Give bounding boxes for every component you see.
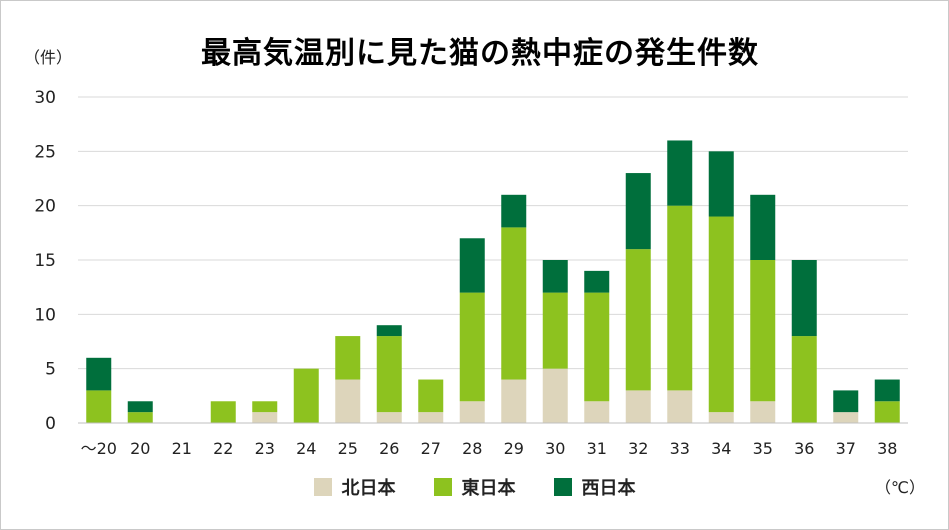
bar-east-4 (252, 401, 278, 413)
bar-east-12 (584, 292, 610, 402)
x-tick-label: 24 (296, 439, 316, 458)
bar-east-15 (708, 216, 734, 413)
y-tick-label: 10 (34, 305, 56, 325)
y-tick-label: 25 (34, 142, 56, 162)
x-tick-label: 20 (130, 439, 150, 458)
x-tick-label: ～20 (81, 439, 117, 458)
bar-north-10 (501, 379, 527, 423)
bar-west-12 (584, 270, 610, 293)
bar-east-19 (874, 401, 900, 423)
x-tick-label: 31 (587, 439, 607, 458)
bar-east-9 (459, 292, 485, 402)
x-axis-unit-label: （℃） (875, 478, 925, 497)
bar-north-9 (459, 401, 485, 423)
bar-west-10 (501, 194, 527, 228)
bar-east-7 (376, 336, 402, 413)
bar-east-10 (501, 227, 527, 380)
x-tick-label: 35 (753, 439, 773, 458)
bar-east-0 (86, 390, 112, 423)
x-tick-label: 33 (670, 439, 690, 458)
legend-swatch-west (553, 478, 572, 496)
x-tick-label: 34 (711, 439, 731, 458)
x-tick-label: 32 (628, 439, 648, 458)
bar-east-17 (791, 336, 817, 423)
bar-east-5 (293, 368, 319, 423)
y-tick-label: 0 (45, 414, 56, 434)
y-tick-label: 20 (34, 197, 56, 217)
bar-west-16 (750, 194, 776, 260)
bar-north-14 (667, 390, 693, 423)
x-tick-label: 27 (421, 439, 441, 458)
x-tick-label: 37 (836, 439, 856, 458)
bar-west-18 (833, 390, 859, 413)
bar-north-13 (625, 390, 651, 423)
bar-north-8 (418, 412, 444, 423)
bar-east-13 (625, 249, 651, 391)
x-tick-label: 36 (794, 439, 814, 458)
bar-north-7 (376, 412, 402, 423)
x-tick-label: 26 (379, 439, 399, 458)
legend-label-north: 北日本 (341, 478, 396, 499)
bar-west-9 (459, 238, 485, 293)
bar-east-8 (418, 379, 444, 413)
legend-label-east: 東日本 (461, 478, 516, 499)
bar-west-1 (127, 401, 153, 413)
x-tick-label: 25 (338, 439, 358, 458)
bar-east-3 (210, 401, 236, 423)
bar-north-16 (750, 401, 776, 423)
x-tick-label: 23 (255, 439, 275, 458)
x-tick-label: 28 (462, 439, 482, 458)
bar-east-6 (335, 336, 361, 380)
chart-legend: 北日本 東日本 西日本 (0, 474, 949, 500)
y-tick-label: 30 (34, 88, 56, 108)
bar-west-0 (86, 357, 112, 391)
legend-swatch-east (433, 478, 452, 496)
bar-north-4 (252, 412, 278, 423)
bar-west-15 (708, 151, 734, 217)
bar-west-7 (376, 325, 402, 337)
legend-label-west: 西日本 (581, 478, 636, 499)
y-tick-label: 15 (34, 251, 56, 271)
bar-north-18 (833, 412, 859, 423)
bar-north-11 (542, 368, 568, 423)
bar-west-13 (625, 173, 651, 250)
chart-title: 最高気温別に見た猫の熱中症の発生件数 (201, 36, 759, 71)
bar-east-16 (750, 260, 776, 402)
bar-north-15 (708, 412, 734, 423)
legend-swatch-north (313, 478, 332, 496)
bar-west-17 (791, 260, 817, 337)
y-axis-unit-label: （件） (24, 48, 73, 67)
x-tick-label: 21 (172, 439, 192, 458)
bar-west-14 (667, 140, 693, 206)
y-tick-label: 5 (45, 360, 56, 380)
bar-west-19 (874, 379, 900, 402)
legend-item-north: 北日本 (313, 474, 396, 500)
bar-east-14 (667, 205, 693, 391)
x-tick-label: 38 (877, 439, 897, 458)
x-tick-label: 29 (504, 439, 524, 458)
bar-west-11 (542, 260, 568, 293)
x-tick-label: 22 (213, 439, 233, 458)
legend-item-east: 東日本 (433, 474, 516, 500)
bar-north-12 (584, 401, 610, 423)
legend-item-west: 西日本 (553, 474, 636, 500)
x-tick-label: 30 (545, 439, 565, 458)
bar-north-6 (335, 379, 361, 423)
bar-east-1 (127, 412, 153, 423)
bar-east-11 (542, 292, 568, 369)
